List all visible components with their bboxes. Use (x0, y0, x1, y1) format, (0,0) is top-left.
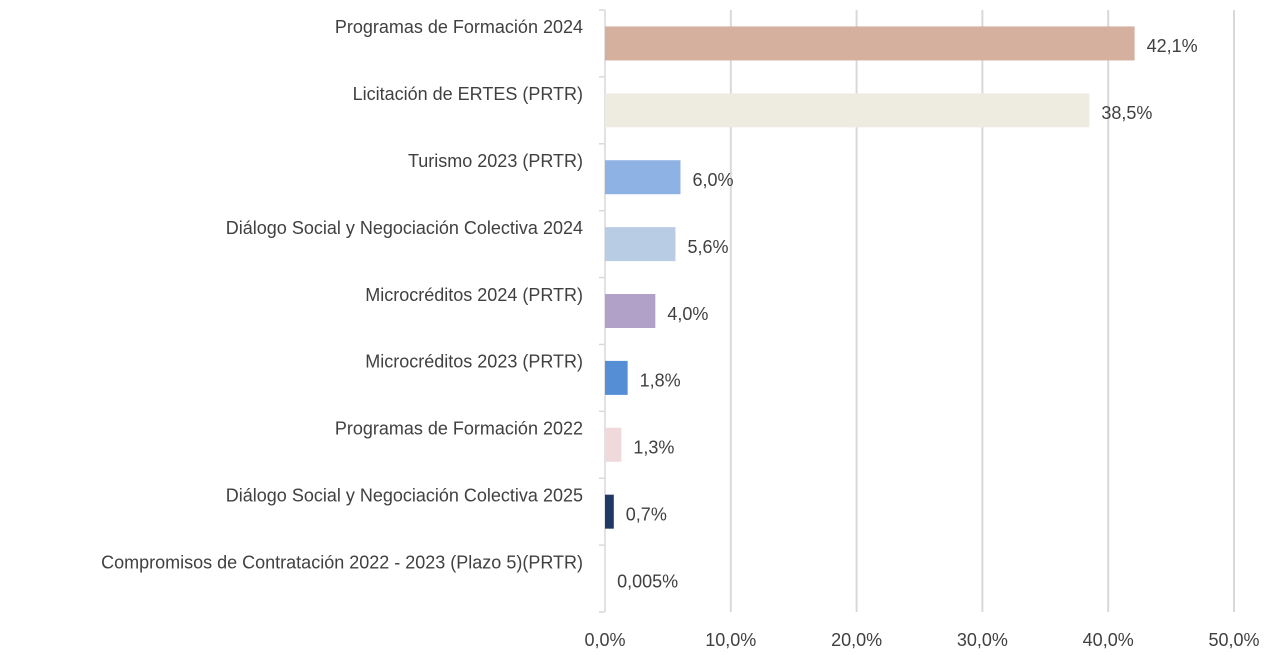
value-label: 0,7% (626, 504, 667, 524)
y-tick-label: Diálogo Social y Negociación Colectiva 2… (226, 485, 583, 505)
value-label: 1,3% (633, 438, 674, 458)
y-tick-label: Compromisos de Contratación 2022 - 2023 … (101, 552, 583, 572)
y-tick-label: Licitación de ERTES (PRTR) (353, 84, 583, 104)
x-tick-label: 40,0% (1083, 630, 1134, 650)
y-tick-label: Programas de Formación 2022 (335, 419, 583, 439)
value-label: 6,0% (692, 170, 733, 190)
value-label: 4,0% (667, 304, 708, 324)
y-tick-label: Programas de Formación 2024 (335, 17, 583, 37)
value-label: 42,1% (1147, 36, 1198, 56)
bar (605, 160, 681, 195)
y-tick-label: Microcréditos 2024 (PRTR) (365, 285, 583, 305)
bar (605, 360, 628, 395)
value-label: 1,8% (640, 371, 681, 391)
bar (605, 494, 614, 529)
x-tick-label: 0,0% (584, 630, 625, 650)
x-tick-label: 30,0% (957, 630, 1008, 650)
x-tick-label: 20,0% (831, 630, 882, 650)
value-label: 0,005% (617, 571, 678, 591)
bar (605, 227, 676, 262)
x-tick-label: 10,0% (705, 630, 756, 650)
y-tick-label: Diálogo Social y Negociación Colectiva 2… (226, 218, 583, 238)
bar (605, 294, 656, 328)
x-tick-label: 50,0% (1208, 630, 1259, 650)
bar (605, 427, 622, 462)
y-tick-label: Turismo 2023 (PRTR) (408, 151, 583, 171)
value-label: 5,6% (687, 237, 728, 257)
y-tick-label: Microcréditos 2023 (PRTR) (365, 352, 583, 372)
bar (605, 93, 1090, 128)
bar (605, 26, 1135, 61)
value-label: 38,5% (1101, 103, 1152, 123)
